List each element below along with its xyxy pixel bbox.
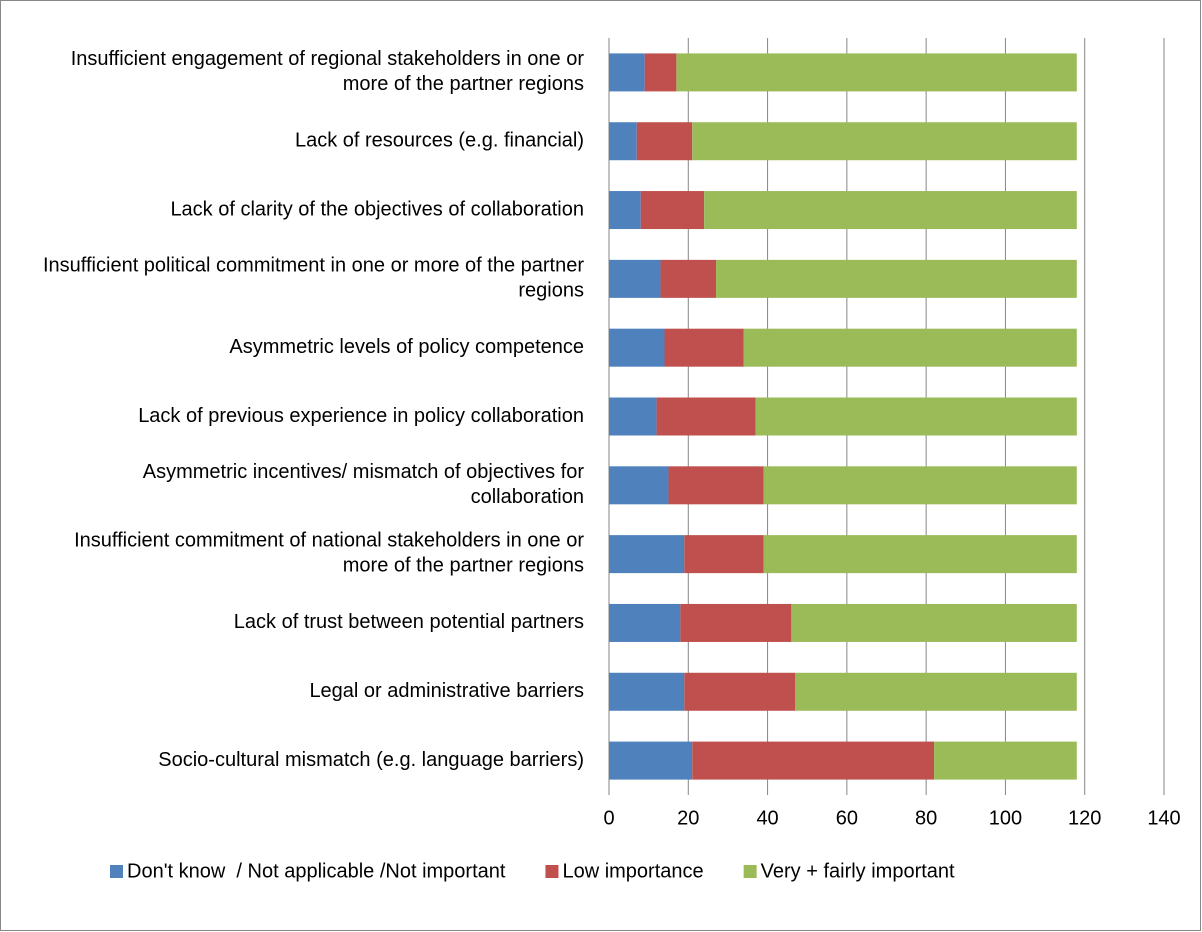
- bar-segment: [692, 741, 935, 780]
- bar-segment: [609, 328, 665, 367]
- x-tick-label: 120: [1068, 807, 1101, 829]
- bar-segment: [795, 672, 1077, 711]
- x-tick-label: 60: [836, 807, 858, 829]
- bar-segment: [668, 466, 764, 505]
- bar-segment: [676, 53, 1077, 92]
- bar-segment: [763, 535, 1077, 574]
- x-tick-label: 80: [915, 807, 937, 829]
- bar-segment: [934, 741, 1077, 780]
- bar-segment: [684, 535, 764, 574]
- y-tick-label: Legal or administrative barriers: [309, 680, 584, 702]
- bar-segment: [716, 259, 1077, 298]
- y-tick-label: Lack of trust between potential partners: [234, 611, 584, 633]
- x-tick-label: 40: [756, 807, 778, 829]
- bar-segment: [609, 535, 685, 574]
- x-tick-label: 20: [677, 807, 699, 829]
- bar-segment: [743, 328, 1077, 367]
- x-tick-label: 140: [1147, 807, 1180, 829]
- legend-swatch: [743, 865, 757, 878]
- bar-segment: [609, 672, 685, 711]
- bar-segment: [664, 328, 744, 367]
- y-tick-label: Lack of resources (e.g. financial): [295, 130, 584, 152]
- y-tick-label: Socio-cultural mismatch (e.g. language b…: [158, 749, 584, 771]
- legend-swatch: [110, 865, 123, 878]
- bar-segment: [704, 191, 1077, 230]
- y-tick-label: Insufficient political commitment in one…: [43, 255, 584, 302]
- bar-segment: [755, 397, 1077, 436]
- legend-label: Very + fairly important: [761, 860, 955, 882]
- y-tick-label: Insufficient commitment of national stak…: [74, 530, 584, 577]
- bar-segment: [609, 191, 641, 230]
- bar-segment: [644, 53, 677, 92]
- y-tick-label: Lack of clarity of the objectives of col…: [170, 198, 584, 220]
- x-tick-label: 0: [603, 807, 614, 829]
- bar-segment: [609, 259, 661, 298]
- bar-segment: [636, 122, 693, 161]
- y-tick-label: Asymmetric levels of policy competence: [229, 336, 584, 358]
- y-tick-label: Insufficient engagement of regional stak…: [71, 48, 585, 95]
- y-tick-label: Lack of previous experience in policy co…: [138, 405, 584, 427]
- bar-segment: [609, 466, 669, 505]
- bar-segment: [763, 466, 1077, 505]
- bar-segment: [609, 397, 657, 436]
- bar-segment: [684, 672, 796, 711]
- bar-segment: [656, 397, 756, 436]
- y-tick-label: Asymmetric incentives/ mismatch of objec…: [143, 461, 585, 508]
- legend-label: Low importance: [562, 860, 703, 882]
- bar-segment: [609, 741, 693, 780]
- bar-segment: [609, 53, 645, 92]
- bar-segment: [609, 122, 637, 161]
- bar-segment: [640, 191, 705, 230]
- bar-segment: [680, 603, 792, 642]
- bar-segment: [692, 122, 1077, 161]
- legend-swatch: [545, 865, 559, 878]
- bar-segment: [791, 603, 1077, 642]
- bar-segment: [660, 259, 717, 298]
- bar-segment: [609, 603, 681, 642]
- legend-label: Don't know / Not applicable /Not importa…: [127, 860, 506, 882]
- x-tick-label: 100: [989, 807, 1022, 829]
